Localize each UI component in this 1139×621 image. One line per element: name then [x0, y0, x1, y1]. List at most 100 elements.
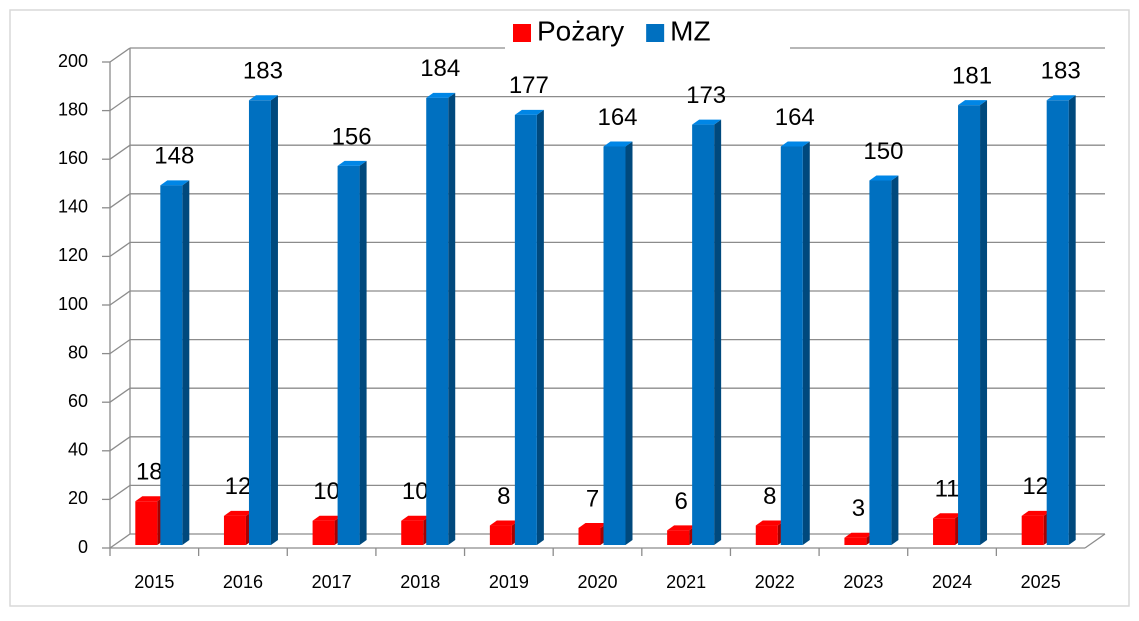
- bar: [337, 160, 367, 546]
- value-label: 173: [686, 82, 726, 109]
- grid-line: [109, 47, 131, 63]
- bar-front: [869, 180, 892, 545]
- value-label: 11: [935, 476, 960, 503]
- value-label: 177: [509, 72, 549, 99]
- y-tick-label: 100: [58, 294, 88, 314]
- x-tick-label: 2020: [577, 572, 617, 592]
- value-label: 164: [775, 104, 815, 131]
- y-tick-label: 120: [58, 245, 88, 265]
- y-tick-label: 40: [68, 440, 88, 460]
- value-label: 10: [402, 478, 429, 505]
- bar-front: [514, 114, 537, 545]
- x-tick-label: 2022: [755, 572, 795, 592]
- x-tick-label: 2017: [312, 572, 352, 592]
- grid-line: [109, 436, 131, 452]
- value-label: 12: [225, 473, 252, 500]
- bar: [958, 100, 988, 546]
- bar-front: [248, 100, 271, 545]
- x-tick-label: 2016: [223, 572, 263, 592]
- bar-front: [667, 530, 690, 545]
- bar-side: [891, 175, 899, 545]
- grid-line: [109, 387, 131, 403]
- bar-front: [1046, 100, 1069, 545]
- bar-top: [337, 160, 367, 166]
- bar-front: [692, 124, 715, 546]
- bar-front: [489, 525, 512, 545]
- bar-front: [755, 525, 778, 545]
- bar: [869, 175, 899, 545]
- bar-top: [312, 515, 342, 521]
- bar-side: [802, 141, 810, 546]
- x-tick-label: 2024: [932, 572, 972, 592]
- bar-top: [426, 92, 456, 98]
- bar-front: [223, 515, 246, 545]
- bar-top: [248, 95, 278, 101]
- bar-side: [359, 160, 367, 546]
- value-label: 18: [136, 459, 163, 486]
- bar-front: [160, 185, 183, 546]
- value-label: 184: [420, 55, 460, 82]
- bar-side: [270, 95, 278, 545]
- bar-top: [578, 522, 608, 528]
- value-label: 148: [154, 143, 194, 170]
- y-tick-label: 0: [78, 537, 88, 557]
- bar-top: [755, 520, 785, 526]
- y-tick-label: 80: [68, 342, 88, 362]
- bar-top: [160, 180, 190, 186]
- floor-edge: [1084, 533, 1106, 549]
- bar-top: [780, 141, 810, 147]
- bar-front: [844, 537, 867, 545]
- bar-top: [667, 525, 697, 531]
- bar-front: [426, 97, 449, 545]
- value-label: 12: [1022, 473, 1049, 500]
- bar-side: [448, 92, 456, 545]
- y-tick-label: 200: [58, 51, 88, 71]
- bar-top: [869, 175, 899, 181]
- bar-front: [312, 520, 335, 545]
- y-tick-label: 160: [58, 148, 88, 168]
- bar-top: [489, 520, 519, 526]
- value-label: 164: [597, 104, 637, 131]
- bar-front: [958, 105, 981, 546]
- grid-line: [109, 193, 131, 209]
- grid-line: [109, 339, 131, 355]
- bar-side: [536, 109, 544, 545]
- legend-label: Pożary: [537, 15, 624, 46]
- bar: [667, 525, 697, 545]
- bar-front: [933, 518, 956, 545]
- bar-top: [223, 510, 253, 516]
- value-label: 8: [497, 483, 510, 510]
- bar-front: [578, 527, 601, 545]
- x-tick-label: 2018: [400, 572, 440, 592]
- bar: [1046, 95, 1076, 545]
- bar: [312, 515, 342, 545]
- bar-front: [1021, 515, 1044, 545]
- bar-front: [401, 520, 424, 545]
- x-tick-label: 2025: [1021, 572, 1061, 592]
- bar-front: [603, 146, 626, 546]
- bar: [426, 92, 456, 545]
- bar-top: [1021, 510, 1051, 516]
- bar-top: [933, 513, 963, 519]
- grid-line: [109, 484, 131, 500]
- value-label: 8: [763, 483, 776, 510]
- value-label: 183: [1041, 58, 1081, 85]
- y-tick-label: 140: [58, 197, 88, 217]
- bar-top: [692, 119, 722, 125]
- bar: [489, 520, 519, 545]
- legend-label: MZ: [670, 15, 710, 46]
- legend-swatch: [646, 24, 665, 42]
- grid-line: [109, 290, 131, 306]
- y-tick-label: 180: [58, 99, 88, 119]
- bar: [755, 520, 785, 545]
- bar-top: [401, 515, 431, 521]
- bar: [514, 109, 544, 545]
- bar-side: [714, 119, 722, 546]
- bar-top: [958, 100, 988, 106]
- bar-top: [844, 532, 874, 538]
- bar-front: [135, 501, 158, 545]
- value-label: 6: [674, 488, 687, 515]
- bar: [1021, 510, 1051, 545]
- bar-top: [1046, 95, 1076, 101]
